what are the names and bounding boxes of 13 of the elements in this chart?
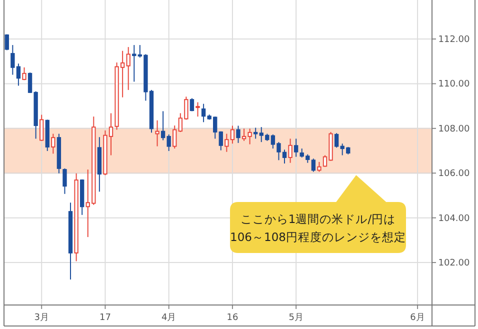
x-tick-label: 3月: [34, 313, 49, 323]
y-tick-label: 112.00: [438, 35, 470, 45]
y-tick-label: 106.00: [438, 169, 470, 180]
y-tick-label: 102.00: [438, 258, 470, 269]
y-tick-label: 108.00: [438, 124, 470, 134]
x-tick-label: 16: [226, 313, 238, 323]
x-tick-label: 4月: [161, 313, 176, 323]
y-tick-label: 104.00: [438, 214, 470, 224]
y-tick-label: 110.00: [438, 80, 470, 90]
x-tick-label: 17: [99, 313, 111, 323]
x-tick-label: 5月: [288, 313, 304, 323]
x-tick-label: 6月: [410, 313, 425, 323]
annotation: ここから1週間の米ドル/円は 106～108円程度のレンジを想定: [230, 212, 406, 244]
